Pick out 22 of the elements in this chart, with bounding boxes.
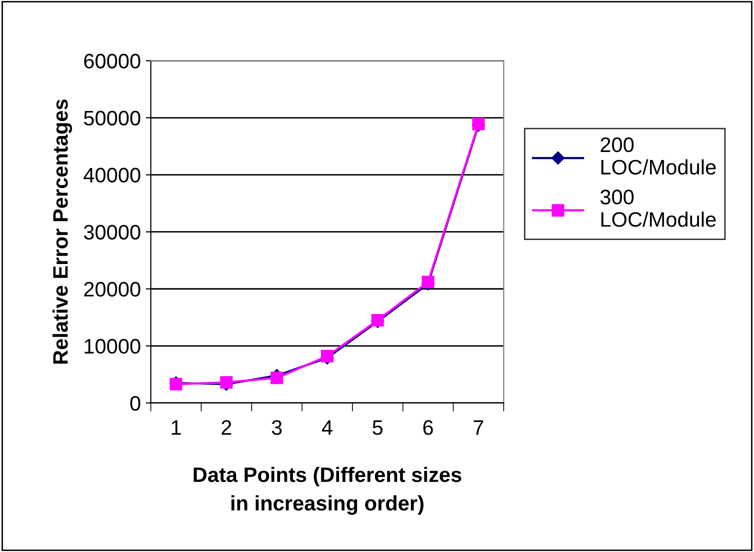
legend-label: 300 LOC/Module xyxy=(600,190,716,227)
y-tick-label: 10000 xyxy=(84,338,140,354)
x-axis-title: Data Points (Different sizes in increasing order) xyxy=(194,466,462,515)
point xyxy=(270,372,284,384)
x-tick-label: 5 xyxy=(372,420,383,435)
y-tick-label: 20000 xyxy=(84,282,140,297)
legend-label: 200 LOC/Module xyxy=(600,137,716,175)
x-tick-label: 2 xyxy=(222,420,232,435)
y-tick-label: 0 xyxy=(130,396,140,411)
x-tick-label: 6 xyxy=(423,420,433,435)
point xyxy=(320,350,334,362)
y-tick-label: 40000 xyxy=(84,168,140,183)
y-tick-label: 30000 xyxy=(84,224,140,240)
x-tick-label: 4 xyxy=(322,420,332,435)
point xyxy=(220,376,233,389)
x-tick-label: 1 xyxy=(172,420,181,435)
y-tick-label: 50000 xyxy=(84,110,140,126)
point xyxy=(422,276,434,288)
y-tick-label: 60000 xyxy=(84,54,140,68)
x-tick-label: 3 xyxy=(272,420,282,435)
x-tick-label: 7 xyxy=(474,420,484,435)
y-axis-title: Relative Error Percentages xyxy=(52,100,72,364)
